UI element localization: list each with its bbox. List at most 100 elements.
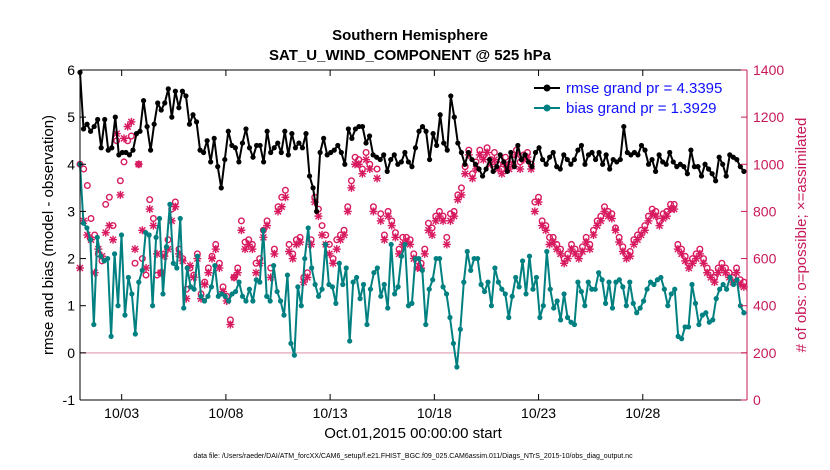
rmse-point	[455, 140, 461, 146]
obs-assimilated-marker	[611, 226, 620, 235]
bias-point	[281, 312, 287, 318]
legend-bias-marker	[543, 104, 551, 112]
obs-assimilated-marker	[732, 268, 741, 277]
bias-point	[160, 291, 166, 297]
obs-assimilated-marker	[453, 195, 462, 204]
rmse-point	[190, 112, 196, 118]
obs-assimilated-marker	[461, 169, 470, 178]
obs-assimilated-marker	[171, 202, 180, 211]
bias-point	[129, 291, 135, 297]
rmse-point	[366, 133, 373, 139]
bias-point	[246, 286, 253, 292]
y-tick-label: 4	[67, 156, 75, 172]
obs-assimilated-marker	[655, 221, 664, 230]
rmse-point	[412, 145, 419, 151]
obs-assimilated-marker	[626, 252, 635, 261]
obs-assimilated-marker	[329, 259, 338, 268]
rmse-point	[261, 159, 267, 165]
obs-assimilated-marker	[479, 155, 488, 164]
bias-point	[668, 291, 674, 297]
obs-assimilated-marker	[131, 245, 140, 254]
obs-assimilated-marker	[424, 226, 433, 235]
bias-point	[402, 241, 408, 248]
bias-point	[488, 303, 495, 309]
legend-box	[530, 77, 740, 119]
rmse-point	[299, 145, 306, 151]
obs-assimilated-marker	[475, 150, 484, 159]
obs-assimilated-marker	[618, 247, 627, 256]
bias-point	[284, 272, 291, 278]
rmse-point	[501, 159, 507, 165]
obs-assimilated-marker	[281, 193, 290, 202]
bias-point	[734, 277, 740, 283]
bias-point	[658, 274, 664, 281]
y2-tick-label: 200	[753, 345, 777, 361]
obs-assimilated-marker	[670, 205, 679, 214]
rmse-point	[416, 128, 422, 134]
obs-assimilated-marker	[692, 254, 701, 263]
obs-assimilated-marker	[534, 198, 543, 206]
rmse-point	[126, 152, 133, 158]
bias-point	[367, 286, 374, 292]
rmse-point	[384, 168, 390, 174]
obs-possible-marker	[83, 181, 91, 189]
rmse-point	[649, 156, 655, 163]
bias-point	[177, 215, 183, 222]
bias-point	[212, 263, 218, 269]
rmse-point	[575, 147, 581, 153]
x-tick-label: 10/13	[313, 405, 348, 421]
obs-assimilated-marker	[211, 245, 220, 254]
bias-point	[98, 253, 104, 259]
bias-point	[561, 291, 567, 297]
obs-possible-marker	[116, 177, 124, 185]
obs-assimilated-marker	[277, 202, 286, 211]
y2-tick-label: 0	[753, 392, 761, 408]
bias-point	[122, 312, 128, 318]
rmse-point	[720, 161, 726, 167]
bias-point	[526, 253, 533, 259]
bias-point	[499, 286, 505, 292]
bias-point	[132, 331, 138, 337]
bias-point	[571, 321, 578, 328]
obs-possible-marker	[362, 148, 370, 156]
bias-point	[537, 314, 543, 321]
bias-point	[105, 255, 111, 262]
bias-point	[516, 284, 522, 290]
rmse-point	[529, 164, 535, 170]
bias-point	[208, 284, 214, 290]
bias-point	[381, 281, 387, 288]
rmse-point	[462, 161, 468, 167]
rmse-point	[547, 154, 553, 160]
bias-point	[163, 244, 170, 250]
footnote: data file: /Users/raeder/DAI/ATM_forcXX/…	[193, 453, 633, 460]
obs-assimilated-marker	[688, 259, 697, 268]
obs-assimilated-marker	[446, 216, 455, 225]
obs-assimilated-marker	[376, 216, 385, 225]
obs-possible-marker	[142, 271, 150, 279]
bias-point	[523, 291, 529, 297]
rmse-point	[663, 161, 669, 167]
legend-bias-label: bias grand pr = 1.3929	[566, 100, 717, 117]
obs-assimilated-marker	[571, 249, 580, 258]
rmse-point	[497, 152, 503, 158]
bias-point	[236, 279, 242, 285]
obs-assimilated-marker	[538, 221, 547, 230]
rmse-point	[268, 149, 274, 156]
obs-assimilated-marker	[717, 264, 726, 272]
bias-point	[727, 274, 733, 281]
bias-point	[623, 303, 629, 309]
bias-point	[609, 305, 616, 311]
y2-tick-label: 600	[753, 251, 777, 267]
obs-assimilated-marker	[116, 190, 125, 199]
bias-point	[416, 255, 422, 262]
x-tick-label: 10/23	[521, 405, 556, 421]
bias-point	[395, 284, 401, 290]
obs-possible-marker	[127, 132, 135, 140]
rmse-point	[169, 114, 175, 120]
obs-assimilated-marker	[105, 221, 114, 230]
bias-point	[194, 253, 201, 259]
rmse-point	[642, 147, 648, 153]
rmse-point	[645, 161, 652, 167]
bias-point	[454, 364, 460, 370]
